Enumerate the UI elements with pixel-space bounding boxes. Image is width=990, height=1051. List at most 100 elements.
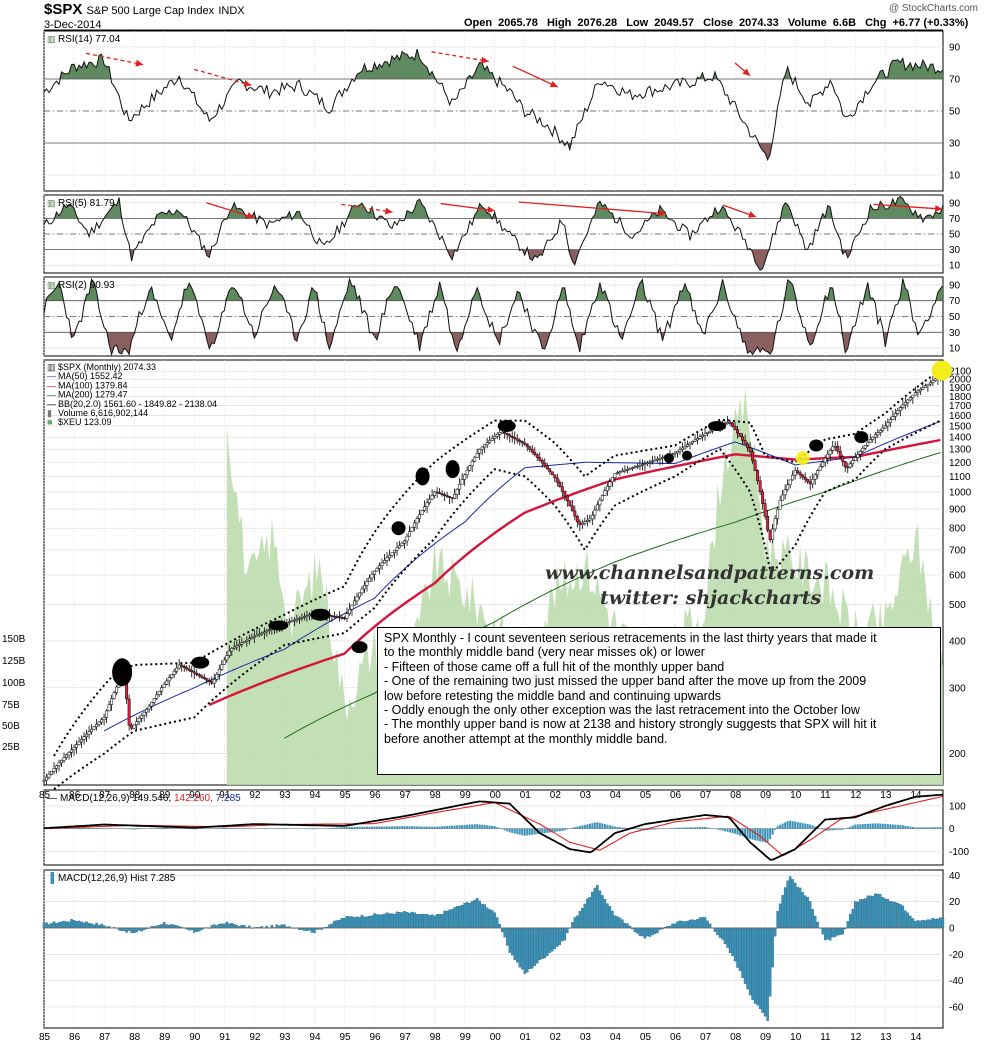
- hist-bar: [87, 923, 91, 929]
- price-bar: [358, 592, 361, 598]
- macd-hist-bar: [596, 822, 599, 829]
- hist-bar: [398, 912, 401, 929]
- price-bar: [803, 476, 807, 480]
- x-axis-tick-label: 91: [219, 1032, 231, 1043]
- price-axis-tick-label: 600: [949, 571, 966, 582]
- price-bar: [741, 436, 745, 441]
- price-bar: [831, 446, 835, 451]
- hist-bar: [538, 927, 542, 961]
- macd-hist-bar: [861, 824, 864, 829]
- x-axis-tick-label: 09: [760, 1032, 772, 1043]
- price-bar: [418, 514, 422, 519]
- hist-bar: [778, 903, 782, 929]
- hist-bar: [370, 915, 374, 929]
- hist-bar: [593, 887, 597, 929]
- price-bar: [758, 480, 762, 493]
- x-axis-tick-label: 14: [910, 1032, 922, 1043]
- macd-hist-bar: [889, 824, 892, 829]
- x-axis-tick-label: 85: [39, 790, 51, 801]
- price-bar: [465, 469, 469, 476]
- macd-hist-bar: [849, 826, 852, 829]
- price-bar: [931, 380, 935, 383]
- macd-legend-label: MACD(12,26,9) 149.546, 142.260, 7.285: [60, 793, 241, 804]
- volume-axis-tick-label: 100B: [2, 678, 26, 689]
- price-bar: [458, 484, 462, 490]
- price-bar: [97, 721, 101, 725]
- hist-bar: [92, 924, 96, 929]
- hist-bar: [828, 927, 832, 941]
- hist-bar: [763, 927, 767, 1017]
- x-axis-tick-label: 97: [400, 1032, 412, 1043]
- price-bar: [508, 434, 512, 437]
- x-axis-tick-label: 05: [640, 1032, 652, 1043]
- hist-bar: [683, 921, 687, 929]
- hist-bar: [939, 917, 942, 929]
- hist-bar: [803, 895, 807, 929]
- hist-bar: [904, 910, 907, 929]
- note-line: SPX Monthly - I count seventeen serious …: [384, 631, 877, 645]
- price-axis-tick-label: 1600: [949, 411, 972, 422]
- macd-hist-bar: [163, 827, 166, 829]
- macd-hist-bar: [358, 826, 361, 829]
- hist-panel-frame: [43, 869, 944, 1029]
- price-bar: [380, 562, 384, 566]
- hist-bar: [691, 919, 694, 929]
- price-bar: [886, 422, 890, 427]
- x-axis-tick-label: 96: [370, 790, 382, 801]
- macd-hist-bar: [561, 828, 564, 831]
- price-bar: [580, 522, 584, 525]
- hist-bar: [443, 910, 446, 929]
- watermark-url: www.channelsandpatterns.com: [545, 562, 875, 584]
- hist-bar: [934, 918, 937, 929]
- price-bar: [583, 521, 587, 524]
- x-axis-tick-label: 00: [490, 790, 502, 801]
- hist-bar: [380, 914, 384, 929]
- x-axis-tick-label: 03: [580, 790, 592, 801]
- hist-bar: [738, 927, 742, 972]
- hist-bar: [495, 917, 499, 929]
- divergence-arrowhead: [243, 80, 252, 87]
- hist-bar: [75, 921, 78, 929]
- price-bar: [60, 759, 63, 764]
- macd-hist-bar: [809, 824, 812, 829]
- macd-hist-bar: [378, 826, 381, 829]
- price-bar: [766, 516, 770, 531]
- rsi5-legend-label: RSI(5) 81.79: [58, 198, 115, 209]
- low-value: 2049.57: [654, 17, 694, 29]
- price-bar: [450, 497, 454, 499]
- hist-bar: [140, 927, 143, 932]
- price-bar: [883, 425, 887, 429]
- volume-axis-tick-label: 125B: [2, 656, 26, 667]
- price-bar: [410, 526, 414, 532]
- macd-hist-bar: [736, 828, 739, 835]
- price-bar: [871, 436, 875, 440]
- price-bar: [645, 462, 649, 464]
- hist-bar: [505, 927, 509, 946]
- macd-hist-bar: [383, 826, 386, 829]
- price-bar: [786, 484, 790, 491]
- note-line: - The monthly upper band is now at 2138 …: [384, 717, 877, 732]
- macd-hist-bar: [573, 827, 576, 829]
- macd-hist-bar: [396, 826, 399, 829]
- price-bar: [67, 752, 71, 756]
- price-bar: [383, 560, 386, 564]
- macd-hist-bar: [393, 826, 396, 829]
- macd-hist-bar: [518, 828, 521, 835]
- hist-bar: [170, 924, 173, 929]
- price-bar: [696, 438, 699, 441]
- macd-hist-bar: [636, 828, 639, 830]
- price-bar: [345, 613, 349, 619]
- hist-bar: [621, 919, 624, 929]
- price-bar: [488, 440, 492, 443]
- macd-hist-bar: [926, 827, 929, 829]
- macd-hist-bar: [764, 828, 767, 843]
- macd-hist-bar: [914, 827, 917, 829]
- hist-bar: [122, 927, 126, 931]
- price-bar: [448, 496, 452, 498]
- macd-hist-bar: [583, 824, 586, 829]
- hist-bar: [455, 906, 459, 929]
- macd-hist-bar: [468, 824, 471, 829]
- macd-hist-bar: [456, 825, 459, 829]
- hist-bar: [936, 918, 940, 929]
- macd-hist-bar: [418, 826, 421, 829]
